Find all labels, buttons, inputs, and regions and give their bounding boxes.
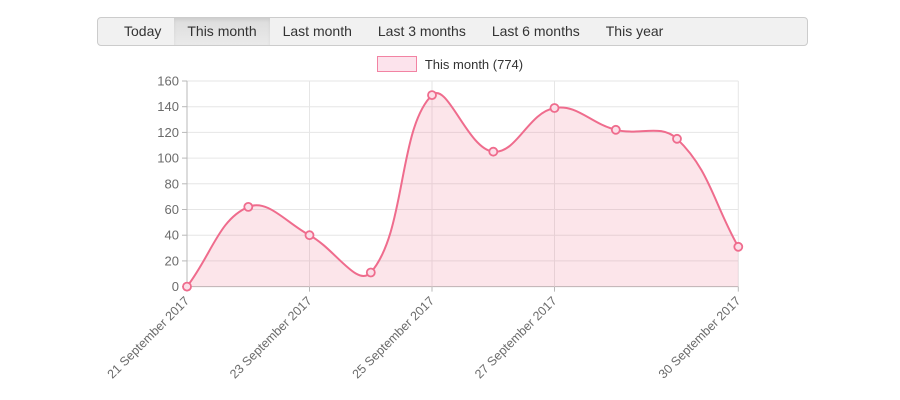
data-point[interactable] [243, 201, 254, 212]
range-toolbar: Today This month Last month Last 3 month… [97, 17, 808, 46]
data-point[interactable] [549, 103, 560, 113]
x-tick-label: 23 September 2017 [227, 294, 315, 382]
data-point[interactable] [365, 267, 376, 278]
x-tick-label: 27 September 2017 [472, 294, 560, 382]
chart-legend: This month (774) [0, 54, 900, 74]
y-tick-label: 0 [172, 279, 179, 294]
y-tick-label: 120 [157, 125, 179, 140]
y-tick-label: 20 [165, 253, 179, 268]
data-point[interactable] [488, 146, 499, 157]
range-button-this-year[interactable]: This year [593, 18, 677, 45]
data-point[interactable] [427, 90, 437, 101]
data-point[interactable] [672, 133, 682, 144]
data-point[interactable] [733, 241, 744, 252]
x-tick-label: 21 September 2017 [105, 294, 193, 382]
series-line [186, 92, 740, 288]
data-point[interactable] [610, 124, 621, 135]
range-button-today[interactable]: Today [111, 18, 174, 45]
y-tick-label: 80 [165, 176, 179, 191]
data-point[interactable] [304, 230, 315, 241]
range-button-this-month[interactable]: This month [174, 18, 270, 45]
y-tick-label: 60 [165, 202, 179, 217]
y-tick-label: 160 [157, 74, 179, 89]
x-tick-label: 30 September 2017 [656, 294, 744, 382]
y-tick-label: 100 [157, 151, 179, 166]
series-area-fill [187, 93, 739, 287]
y-tick-label: 40 [165, 228, 179, 243]
x-tick-label: 25 September 2017 [350, 294, 438, 382]
area-chart: 0 20 40 60 80 100 120 140 160 21 September 2017 23… [105, 74, 744, 382]
y-tick-label: 140 [157, 99, 179, 114]
range-button-last-3-months[interactable]: Last 3 months [365, 18, 479, 45]
data-point[interactable] [182, 281, 192, 292]
range-button-last-6-months[interactable]: Last 6 months [479, 18, 593, 45]
legend-swatch [376, 56, 417, 72]
legend-label: This month (774) [424, 56, 524, 72]
range-button-last-month[interactable]: Last month [270, 18, 365, 45]
